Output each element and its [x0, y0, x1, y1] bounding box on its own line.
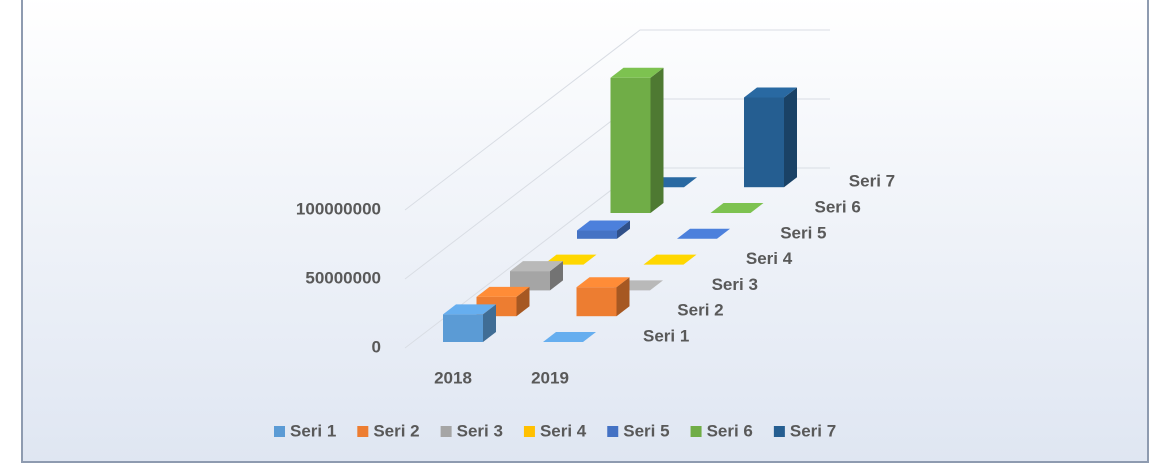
bar-front — [443, 314, 483, 342]
legend-swatch — [441, 426, 452, 437]
bar-front — [611, 78, 651, 213]
legend-label: Seri 2 — [373, 421, 419, 440]
bar-front — [577, 287, 617, 316]
y-tick-label: 50000000 — [305, 268, 381, 287]
series-axis-label: Seri 7 — [849, 172, 895, 191]
bar — [577, 277, 630, 316]
y-tick-label: 0 — [372, 337, 381, 356]
series-axis-label: Seri 2 — [677, 301, 723, 320]
legend-label: Seri 1 — [290, 421, 336, 440]
x-tick-label: 2019 — [531, 368, 569, 387]
series-axis-label: Seri 3 — [712, 275, 758, 294]
legend-swatch — [607, 426, 618, 437]
legend-swatch — [524, 426, 535, 437]
legend-label: Seri 3 — [457, 421, 503, 440]
bar-front — [577, 231, 617, 239]
series-axis-label: Seri 1 — [643, 326, 689, 345]
bar-side — [651, 68, 664, 213]
series-axis-label: Seri 4 — [746, 249, 793, 268]
bar — [510, 261, 563, 290]
y-tick-label: 100000000 — [296, 199, 381, 218]
bar-side — [784, 88, 797, 188]
legend-swatch — [357, 426, 368, 437]
bar — [744, 88, 797, 188]
x-tick-label: 2018 — [434, 368, 472, 387]
bar — [443, 304, 496, 342]
legend-label: Seri 7 — [790, 421, 836, 440]
legend-swatch — [774, 426, 785, 437]
series-axis-label: Seri 6 — [815, 197, 861, 216]
series-axis-label: Seri 5 — [780, 223, 826, 242]
legend-label: Seri 4 — [540, 421, 587, 440]
legend-label: Seri 5 — [623, 421, 669, 440]
legend-label: Seri 6 — [707, 421, 753, 440]
bar — [611, 68, 664, 213]
bar-front — [744, 98, 784, 188]
legend-swatch — [691, 426, 702, 437]
legend-swatch — [274, 426, 285, 437]
